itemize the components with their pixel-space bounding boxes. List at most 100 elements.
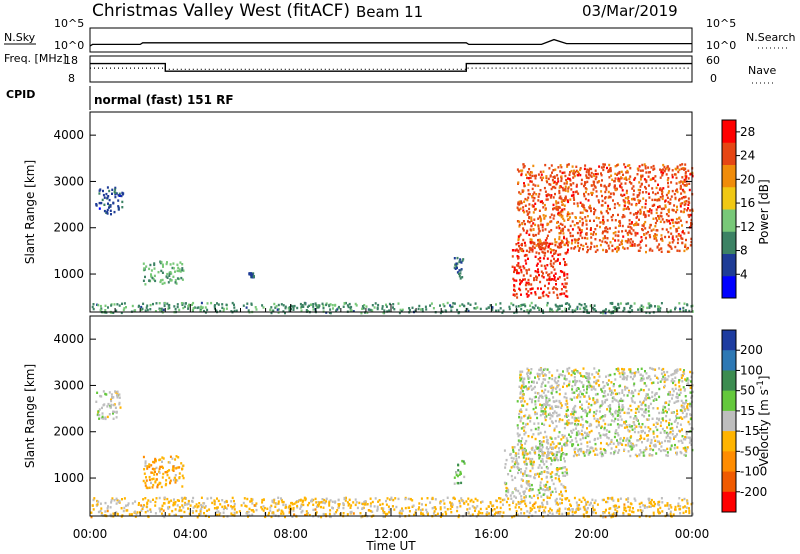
scatter-cell <box>641 175 644 178</box>
scatter-cell <box>575 308 578 311</box>
scatter-cell <box>355 501 358 504</box>
scatter-cell <box>575 389 578 392</box>
noise-search-label: N.Search <box>746 31 796 44</box>
noise-right-tick-bottom: 10^0 <box>706 39 736 52</box>
scatter-cell <box>655 233 658 237</box>
power-colorbar-tick-label: 4 <box>740 267 748 281</box>
scatter-cell <box>638 218 640 221</box>
scatter-cell <box>536 287 539 290</box>
scatter-cell <box>623 368 626 371</box>
scatter-cell <box>665 213 668 216</box>
scatter-cell <box>565 178 568 182</box>
scatter-cell <box>554 376 557 380</box>
scatter-cell <box>571 421 574 425</box>
scatter-cell <box>647 405 650 408</box>
scatter-cell <box>612 193 615 196</box>
scatter-cell <box>558 191 561 195</box>
scatter-cell <box>261 508 264 511</box>
scatter-cell <box>670 422 673 426</box>
scatter-cell <box>458 502 461 505</box>
scatter-cell <box>173 514 176 517</box>
scatter-cell <box>553 457 556 460</box>
scatter-cell <box>577 416 580 420</box>
scatter-cell <box>312 503 315 506</box>
scatter-cell <box>518 191 521 194</box>
scatter-cell <box>522 229 525 232</box>
scatter-cell <box>206 497 209 500</box>
scatter-cell <box>625 424 628 427</box>
scatter-cell <box>544 394 547 397</box>
scatter-cell <box>519 471 522 474</box>
scatter-cell <box>629 370 632 373</box>
scatter-cell <box>629 304 632 308</box>
scatter-cell <box>641 374 644 378</box>
scatter-cell <box>158 302 161 305</box>
scatter-cell <box>458 304 461 308</box>
scatter-cell <box>630 227 633 230</box>
scatter-cell <box>296 506 299 509</box>
scatter-cell <box>392 303 395 306</box>
scatter-cell <box>606 408 609 411</box>
scatter-cell <box>601 194 603 198</box>
scatter-cell <box>100 416 103 420</box>
scatter-cell <box>570 194 573 197</box>
scatter-cell <box>564 302 567 305</box>
scatter-cell <box>546 257 549 260</box>
scatter-cell <box>689 173 692 176</box>
scatter-cell <box>134 500 137 503</box>
scatter-cell <box>563 486 565 489</box>
scatter-cell <box>180 515 183 518</box>
scatter-cell <box>677 170 680 174</box>
scatter-cell <box>520 173 523 177</box>
scatter-cell <box>529 176 532 180</box>
scatter-cell <box>689 213 692 217</box>
scatter-cell <box>208 515 210 518</box>
scatter-cell <box>381 307 384 310</box>
scatter-cell <box>140 504 143 507</box>
scatter-cell <box>206 509 209 512</box>
scatter-cell <box>631 447 634 450</box>
scatter-cell <box>98 413 101 417</box>
scatter-cell <box>661 227 664 231</box>
power-colorbar-cell <box>722 209 736 232</box>
scatter-cell <box>529 288 532 291</box>
scatter-cell <box>678 416 681 420</box>
scatter-cell <box>667 440 669 443</box>
scatter-cell <box>601 400 604 403</box>
scatter-cell <box>547 451 550 454</box>
scatter-cell <box>161 271 164 274</box>
scatter-cell <box>213 500 216 503</box>
scatter-cell <box>647 175 650 178</box>
scatter-cell <box>460 261 463 264</box>
scatter-cell <box>581 221 584 225</box>
scatter-cell <box>536 381 538 384</box>
scatter-cell <box>142 479 145 483</box>
scatter-cell <box>646 376 648 380</box>
scatter-cell <box>553 276 556 279</box>
scatter-cell <box>552 482 555 486</box>
scatter-cell <box>524 222 526 226</box>
scatter-cell <box>553 278 556 281</box>
scatter-cell <box>604 197 606 200</box>
scatter-cell <box>552 176 555 179</box>
scatter-cell <box>288 505 291 509</box>
scatter-cell <box>347 305 350 309</box>
scatter-cell <box>315 501 318 504</box>
scatter-cell <box>503 481 506 485</box>
scatter-cell <box>599 417 602 420</box>
scatter-cell <box>590 245 592 249</box>
scatter-cell <box>563 236 565 240</box>
scatter-cell <box>434 498 437 501</box>
scatter-cell <box>591 373 594 376</box>
scatter-cell <box>549 407 552 410</box>
scatter-cell <box>551 512 554 515</box>
scatter-cell <box>400 512 403 515</box>
scatter-cell <box>654 221 657 225</box>
scatter-cell <box>561 214 564 218</box>
scatter-cell <box>544 418 547 422</box>
scatter-cell <box>434 514 437 517</box>
scatter-cell <box>674 173 676 176</box>
scatter-cell <box>532 222 535 225</box>
scatter-cell <box>276 509 279 512</box>
scatter-cell <box>528 233 531 236</box>
